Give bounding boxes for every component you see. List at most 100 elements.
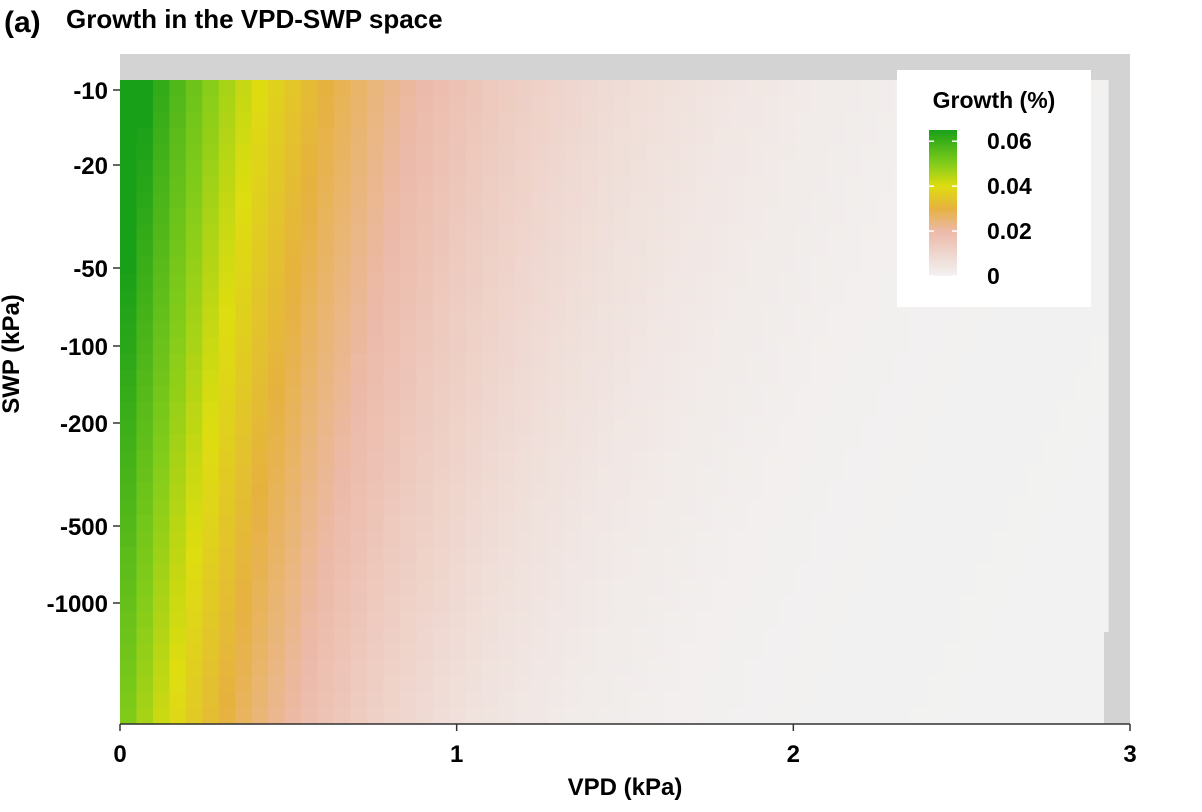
- heatmap-cell: [202, 112, 220, 129]
- heatmap-cell: [334, 385, 352, 403]
- heatmap-cell: [169, 369, 187, 387]
- heatmap-cell: [399, 224, 417, 242]
- heatmap-cell: [795, 192, 813, 210]
- heatmap-cell: [712, 498, 730, 516]
- heatmap-cell: [959, 466, 977, 484]
- heatmap-cell: [301, 611, 319, 628]
- heatmap-cell: [679, 691, 697, 709]
- heatmap-cell: [383, 675, 401, 693]
- heatmap-cell: [762, 675, 780, 693]
- heatmap-cell: [745, 707, 763, 725]
- heatmap-cell: [778, 224, 796, 242]
- heatmap-cell: [646, 241, 664, 258]
- heatmap-cell: [548, 595, 566, 612]
- heatmap-cell: [284, 675, 302, 693]
- heatmap-cell: [943, 353, 961, 371]
- heatmap-cell: [910, 691, 928, 709]
- heatmap-cell: [910, 514, 928, 532]
- heatmap-cell: [828, 144, 846, 162]
- heatmap-cell: [531, 289, 549, 306]
- heatmap-cell: [729, 321, 747, 339]
- heatmap-cell: [416, 707, 434, 725]
- heatmap-cell: [465, 160, 483, 178]
- heatmap-cell: [828, 305, 846, 323]
- heatmap-cell: [712, 128, 730, 145]
- heatmap-cell: [762, 450, 780, 467]
- heatmap-cell: [564, 579, 582, 596]
- heatmap-cell: [663, 675, 681, 693]
- heatmap-cell: [646, 96, 664, 113]
- heatmap-cell: [581, 385, 599, 403]
- heatmap-cell: [597, 514, 615, 532]
- heatmap-cell: [1058, 418, 1076, 435]
- heatmap-cell: [696, 546, 714, 564]
- heatmap-cell: [416, 659, 434, 677]
- heatmap-cell: [169, 160, 187, 178]
- heatmap-cell: [646, 627, 664, 645]
- heatmap-cell: [992, 563, 1010, 580]
- heatmap-cell: [844, 643, 862, 661]
- heatmap-cell: [778, 208, 796, 226]
- heatmap-cell: [564, 434, 582, 451]
- heatmap-cell: [399, 96, 417, 113]
- heatmap-cell: [614, 579, 632, 596]
- heatmap-cell: [284, 241, 302, 258]
- heatmap-cell: [1025, 305, 1043, 323]
- heatmap-cell: [959, 305, 977, 323]
- heatmap-cell: [301, 595, 319, 612]
- heatmap-cell: [235, 611, 253, 628]
- heatmap-cell: [1091, 224, 1109, 242]
- heatmap-cell: [729, 160, 747, 178]
- heatmap-cell: [416, 450, 434, 467]
- heatmap-cell: [548, 273, 566, 290]
- heatmap-cell: [498, 353, 516, 371]
- heatmap-cell: [498, 224, 516, 242]
- heatmap-cell: [778, 691, 796, 709]
- heatmap-cell: [877, 144, 895, 162]
- heatmap-cell: [581, 224, 599, 242]
- heatmap-cell: [251, 563, 269, 580]
- heatmap-cell: [548, 176, 566, 194]
- heatmap-cell: [861, 369, 879, 387]
- heatmap-cell: [597, 611, 615, 628]
- heatmap-cell: [169, 707, 187, 725]
- heatmap-cell: [268, 112, 286, 129]
- heatmap-cell: [811, 289, 829, 306]
- heatmap-cell: [976, 305, 994, 323]
- heatmap-cell: [564, 595, 582, 612]
- heatmap-cell: [251, 176, 269, 194]
- heatmap-cell: [515, 337, 533, 355]
- heatmap-cell: [432, 659, 450, 677]
- heatmap-cell: [449, 128, 467, 145]
- heatmap-cell: [136, 691, 154, 709]
- heatmap-cell: [762, 418, 780, 435]
- heatmap-cell: [959, 353, 977, 371]
- heatmap-cell: [498, 595, 516, 612]
- heatmap-cell: [581, 563, 599, 580]
- heatmap-cell: [811, 369, 829, 387]
- heatmap-cell: [399, 337, 417, 355]
- heatmap-cell: [844, 595, 862, 612]
- heatmap-cell: [218, 611, 236, 628]
- heatmap-cell: [465, 112, 483, 129]
- heatmap-cell: [959, 385, 977, 403]
- heatmap-cell: [729, 466, 747, 484]
- heatmap-cell: [976, 369, 994, 387]
- heatmap-cell: [202, 369, 220, 387]
- heatmap-cell: [334, 450, 352, 467]
- heatmap-cell: [614, 450, 632, 467]
- heatmap-cell: [877, 224, 895, 242]
- heatmap-cell: [548, 434, 566, 451]
- heatmap-cell: [811, 385, 829, 403]
- heatmap-cell: [284, 289, 302, 306]
- heatmap-cell: [893, 498, 911, 516]
- heatmap-cell: [465, 402, 483, 419]
- heatmap-cell: [778, 80, 796, 97]
- heatmap-cell: [1075, 482, 1093, 500]
- heatmap-cell: [251, 80, 269, 97]
- heatmap-cell: [877, 273, 895, 290]
- heatmap-cell: [1058, 498, 1076, 516]
- heatmap-cell: [745, 208, 763, 226]
- heatmap-cell: [943, 385, 961, 403]
- heatmap-cell: [959, 659, 977, 677]
